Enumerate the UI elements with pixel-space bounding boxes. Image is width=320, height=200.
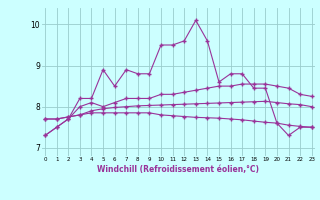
X-axis label: Windchill (Refroidissement éolien,°C): Windchill (Refroidissement éolien,°C) bbox=[97, 165, 260, 174]
